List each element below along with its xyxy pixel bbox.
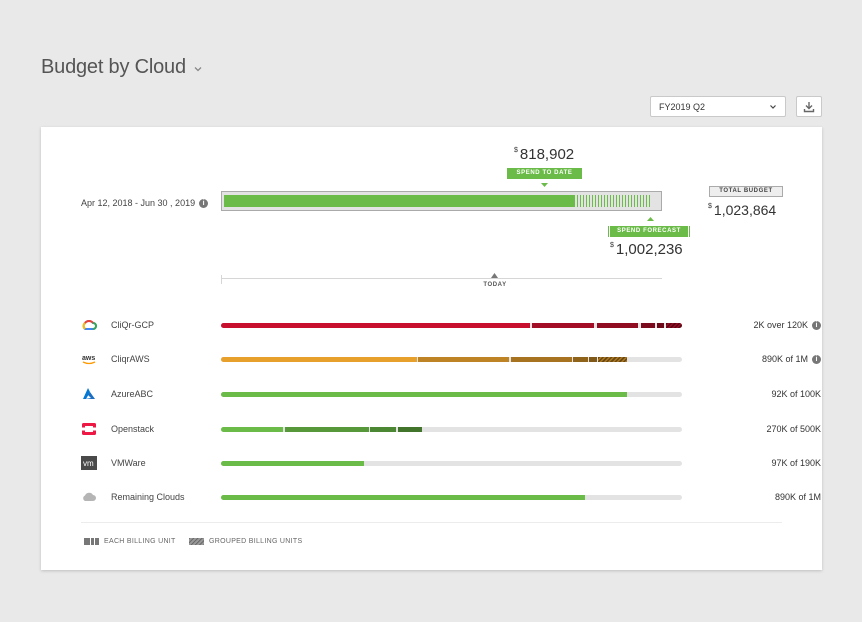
cloud-value: 92K of 100K xyxy=(681,389,821,399)
billing-unit-segment xyxy=(285,427,369,432)
spend-to-date-amount: $818,902 xyxy=(514,146,574,163)
today-marker-icon xyxy=(491,273,498,278)
billing-unit-segment xyxy=(221,357,417,362)
cloud-value-text: 92K of 100K xyxy=(771,389,821,399)
cloud-progress-bar xyxy=(221,461,682,466)
gcp-logo xyxy=(82,320,97,330)
cloud-name: CliQr-GCP xyxy=(111,320,154,330)
info-icon[interactable]: i xyxy=(812,320,821,330)
date-range-text: Apr 12, 2018 - Jun 30 , 2019 xyxy=(81,198,196,208)
svg-text:aws: aws xyxy=(82,355,95,362)
cloud-value: 270K of 500K xyxy=(681,424,821,434)
cloud-value: 97K of 190K xyxy=(681,458,821,468)
cloud-value-text: 97K of 190K xyxy=(771,458,821,468)
billing-unit-segment xyxy=(589,357,597,362)
billing-unit-segment xyxy=(532,323,594,328)
spend-forecast-amount: $1,002,236 xyxy=(610,241,683,258)
cloud-name: Openstack xyxy=(111,424,155,434)
billing-unit-segment xyxy=(418,357,509,362)
cloud-row-openstack[interactable]: Openstack 270K of 500K xyxy=(81,423,821,437)
cloud-value-text: 270K of 500K xyxy=(766,424,821,434)
billing-unit-segment xyxy=(221,427,283,432)
billing-unit-segment xyxy=(370,427,396,432)
info-icon[interactable]: i xyxy=(812,354,821,364)
cloud-name: CliqrAWS xyxy=(111,354,150,364)
timeline-axis xyxy=(221,278,662,279)
billing-unit-segment xyxy=(597,323,638,328)
cloud-value-text: 890K of 1M xyxy=(774,492,821,502)
today-label: TODAY xyxy=(483,282,507,288)
billing-unit-segment xyxy=(573,357,588,362)
cloud-value: 2K over 120K i xyxy=(681,320,821,330)
cloud-name: AzureABC xyxy=(111,389,154,399)
billing-unit-segment xyxy=(641,323,655,328)
spend-forecast-fill xyxy=(574,195,652,207)
cloud-value: 890K of 1M i xyxy=(681,354,821,364)
spend-forecast-tag: SPEND FORECAST xyxy=(607,226,691,237)
legend-grouped-label: GROUPED BILLING UNITS xyxy=(209,538,303,545)
cloud-icon xyxy=(83,492,96,501)
cloud-progress-bar xyxy=(221,495,682,500)
download-icon xyxy=(803,101,815,112)
total-budget-value: 1,023,864 xyxy=(713,202,777,218)
azure-logo xyxy=(83,388,95,399)
billing-unit-segment xyxy=(398,427,422,432)
legend-each-billing-unit: EACH BILLING UNIT xyxy=(84,538,176,545)
each-billing-unit-swatch-icon xyxy=(84,538,99,545)
cloud-name: VMWare xyxy=(111,458,146,468)
cloud-row-cliqraws[interactable]: aws CliqrAWS 890K of 1M i xyxy=(81,353,821,367)
caret-down-icon xyxy=(541,183,548,187)
billing-unit-segment xyxy=(657,323,664,328)
grouped-billing-units-segment xyxy=(598,357,627,362)
cloud-row-cliqr-gcp[interactable]: CliQr-GCP 2K over 120K i xyxy=(81,319,821,333)
grouped-billing-units-segment xyxy=(666,323,682,328)
cloud-name: Remaining Clouds xyxy=(111,492,185,502)
svg-text:vm: vm xyxy=(83,459,94,468)
aws-logo: aws xyxy=(82,355,95,365)
download-button[interactable] xyxy=(796,96,822,117)
vmware-logo: vm xyxy=(81,456,97,470)
date-range: Apr 12, 2018 - Jun 30 , 2019 i xyxy=(81,198,209,208)
spend-to-date-fill xyxy=(224,195,574,207)
currency-symbol: $ xyxy=(610,242,614,249)
cloud-progress-bar xyxy=(221,357,682,362)
legend-each-label: EACH BILLING UNIT xyxy=(104,538,176,545)
cloud-value-text: 2K over 120K xyxy=(753,320,808,330)
cloud-row-vmware[interactable]: vm VMWare 97K of 190K xyxy=(81,456,821,471)
legend-grouped-billing-units: GROUPED BILLING UNITS xyxy=(189,538,302,545)
cloud-value: 890K of 1M xyxy=(681,492,821,502)
budget-card: Apr 12, 2018 - Jun 30 , 2019 i $818,902 … xyxy=(41,127,822,570)
timeline-start-tick xyxy=(221,275,222,284)
info-icon[interactable]: i xyxy=(199,198,209,208)
total-budget-tag: TOTAL BUDGET xyxy=(709,186,783,197)
billing-unit-segment xyxy=(221,461,364,466)
total-budget-amount: $1,023,864 xyxy=(708,202,776,218)
spend-progress-bar xyxy=(221,191,662,211)
openstack-logo xyxy=(82,423,96,435)
legend-divider xyxy=(81,522,782,523)
page-title-text: Budget by Cloud xyxy=(41,56,186,78)
cloud-progress-bar xyxy=(221,392,682,397)
currency-symbol: $ xyxy=(514,147,518,154)
currency-symbol: $ xyxy=(708,203,712,210)
billing-unit-segment xyxy=(511,357,572,362)
chevron-down-icon xyxy=(770,104,776,109)
page-title[interactable]: Budget by Cloud xyxy=(41,56,203,79)
cloud-progress-bar xyxy=(221,323,682,328)
spend-to-date-value: 818,902 xyxy=(519,146,575,163)
spend-to-date-tag: SPEND TO DATE xyxy=(507,168,582,179)
cloud-row-remaining-clouds[interactable]: Remaining Clouds 890K of 1M xyxy=(81,491,821,505)
caret-up-icon xyxy=(647,217,654,221)
chevron-down-icon xyxy=(194,66,202,71)
billing-unit-segment xyxy=(221,392,627,397)
quarter-select[interactable]: FY2019 Q2 xyxy=(650,96,786,117)
cloud-progress-bar xyxy=(221,427,682,432)
spend-forecast-value: 1,002,236 xyxy=(615,241,683,258)
billing-unit-segment xyxy=(221,495,585,500)
cloud-value-text: 890K of 1M xyxy=(761,354,808,364)
billing-unit-segment xyxy=(221,323,530,328)
grouped-billing-units-swatch-icon xyxy=(189,538,204,545)
quarter-select-value: FY2019 Q2 xyxy=(659,101,706,112)
cloud-row-azureabc[interactable]: AzureABC 92K of 100K xyxy=(81,388,821,402)
